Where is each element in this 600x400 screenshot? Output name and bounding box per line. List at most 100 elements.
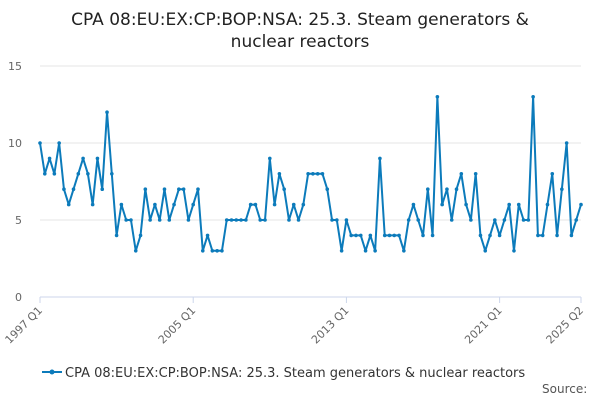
data-point[interactable] xyxy=(100,187,105,191)
data-point[interactable] xyxy=(387,233,392,238)
data-point[interactable] xyxy=(382,233,387,238)
data-point[interactable] xyxy=(291,202,296,207)
data-point[interactable] xyxy=(545,202,550,207)
data-point[interactable] xyxy=(325,187,330,191)
data-point[interactable] xyxy=(497,233,502,238)
data-point[interactable] xyxy=(52,172,57,176)
data-point[interactable] xyxy=(550,172,555,176)
data-point[interactable] xyxy=(301,202,306,207)
data-point[interactable] xyxy=(86,172,90,176)
data-point[interactable] xyxy=(90,202,95,207)
data-point[interactable] xyxy=(81,156,85,161)
data-point[interactable] xyxy=(42,172,47,176)
data-point[interactable] xyxy=(296,218,301,222)
data-point[interactable] xyxy=(373,249,377,253)
data-point[interactable] xyxy=(459,172,464,176)
data-point[interactable] xyxy=(268,156,272,161)
data-point[interactable] xyxy=(210,249,215,253)
data-point[interactable] xyxy=(244,218,248,222)
data-point[interactable] xyxy=(579,202,583,207)
data-point[interactable] xyxy=(445,187,449,191)
data-point[interactable] xyxy=(119,202,124,207)
data-point[interactable] xyxy=(315,172,320,176)
data-point[interactable] xyxy=(57,141,61,145)
data-point[interactable] xyxy=(478,233,483,238)
data-point[interactable] xyxy=(258,218,263,222)
data-point[interactable] xyxy=(440,202,444,207)
data-point[interactable] xyxy=(215,249,219,253)
data-point[interactable] xyxy=(129,218,133,222)
data-point[interactable] xyxy=(411,202,416,207)
data-point[interactable] xyxy=(181,187,186,191)
data-point[interactable] xyxy=(287,218,291,222)
data-point[interactable] xyxy=(416,218,421,222)
data-point[interactable] xyxy=(66,202,71,207)
data-point[interactable] xyxy=(229,218,234,222)
data-point[interactable] xyxy=(105,110,109,114)
data-point[interactable] xyxy=(435,95,440,99)
data-point[interactable] xyxy=(516,202,521,207)
data-point[interactable] xyxy=(473,172,478,176)
data-point[interactable] xyxy=(95,156,100,161)
data-point[interactable] xyxy=(167,218,172,222)
data-point[interactable] xyxy=(406,218,411,222)
data-point[interactable] xyxy=(531,95,535,99)
data-point[interactable] xyxy=(426,187,430,191)
data-point[interactable] xyxy=(71,187,76,191)
data-point[interactable] xyxy=(521,218,526,222)
data-point[interactable] xyxy=(200,249,205,253)
data-point[interactable] xyxy=(564,141,569,145)
data-point[interactable] xyxy=(220,249,224,253)
data-point[interactable] xyxy=(330,218,334,222)
data-point[interactable] xyxy=(196,187,200,191)
data-point[interactable] xyxy=(138,233,143,238)
data-point[interactable] xyxy=(358,233,363,238)
data-point[interactable] xyxy=(397,233,401,238)
data-point[interactable] xyxy=(483,249,488,253)
legend[interactable]: CPA 08:EU:EX:CP:BOP:NSA: 25.3. Steam gen… xyxy=(42,366,525,381)
data-point[interactable] xyxy=(157,218,162,222)
data-point[interactable] xyxy=(512,249,516,253)
data-point[interactable] xyxy=(493,218,497,222)
data-point[interactable] xyxy=(363,249,368,253)
data-point[interactable] xyxy=(402,249,406,253)
data-point[interactable] xyxy=(306,172,310,176)
data-point[interactable] xyxy=(349,233,353,238)
data-point[interactable] xyxy=(124,218,128,222)
data-point[interactable] xyxy=(502,218,507,222)
data-point[interactable] xyxy=(239,218,243,222)
data-point[interactable] xyxy=(172,202,176,207)
data-point[interactable] xyxy=(560,187,564,191)
data-point[interactable] xyxy=(354,233,358,238)
data-point[interactable] xyxy=(114,233,119,238)
data-point[interactable] xyxy=(368,233,373,238)
data-point[interactable] xyxy=(38,141,42,145)
data-point[interactable] xyxy=(143,187,148,191)
data-point[interactable] xyxy=(234,218,239,222)
data-point[interactable] xyxy=(272,202,277,207)
data-point[interactable] xyxy=(569,233,574,238)
data-point[interactable] xyxy=(162,187,167,191)
data-point[interactable] xyxy=(335,218,339,222)
data-point[interactable] xyxy=(177,187,181,191)
data-point[interactable] xyxy=(454,187,459,191)
data-point[interactable] xyxy=(540,233,545,238)
data-point[interactable] xyxy=(191,202,195,207)
data-point[interactable] xyxy=(282,187,286,191)
data-point[interactable] xyxy=(253,202,258,207)
data-point[interactable] xyxy=(224,218,229,222)
data-point[interactable] xyxy=(277,172,282,176)
data-point[interactable] xyxy=(449,218,454,222)
data-point[interactable] xyxy=(536,233,540,238)
data-point[interactable] xyxy=(378,156,382,161)
data-point[interactable] xyxy=(488,233,492,238)
data-point[interactable] xyxy=(263,218,267,222)
data-point[interactable] xyxy=(205,233,210,238)
data-point[interactable] xyxy=(110,172,114,176)
data-point[interactable] xyxy=(248,202,253,207)
data-point[interactable] xyxy=(526,218,531,222)
data-point[interactable] xyxy=(311,172,315,176)
data-point[interactable] xyxy=(421,233,425,238)
data-point[interactable] xyxy=(555,233,559,238)
data-point[interactable] xyxy=(392,233,397,238)
